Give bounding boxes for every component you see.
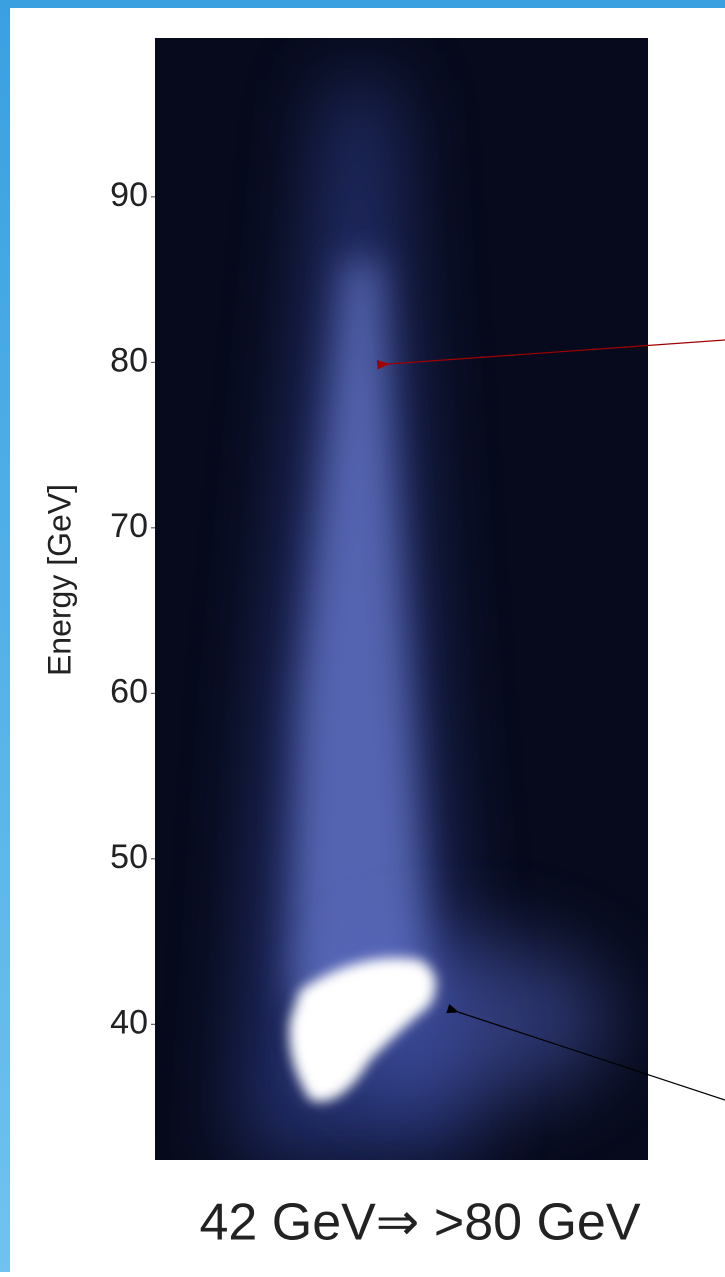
- side-border: [0, 0, 10, 1272]
- top-border: [0, 0, 725, 8]
- y-axis-label: Energy [GeV]: [41, 484, 77, 676]
- y-tick-label: 60: [110, 672, 148, 710]
- caption: 42 GeV⇒ >80 GeV: [199, 1194, 640, 1252]
- y-tick-label: 70: [110, 507, 148, 545]
- y-tick-label: 40: [110, 1003, 148, 1041]
- y-tick-label: 50: [110, 838, 148, 876]
- y-tick-label: 90: [110, 176, 148, 214]
- chart: Energy [GeV] 42 GeV⇒ >80 GeV 90 80 70 60 50 4…: [0, 0, 725, 1272]
- y-tick-label: 80: [110, 341, 148, 379]
- page: Energy [GeV] 42 GeV⇒ >80 GeV 90 80 70 60 50 4…: [0, 0, 725, 1272]
- spectrum-image: [155, 38, 648, 1160]
